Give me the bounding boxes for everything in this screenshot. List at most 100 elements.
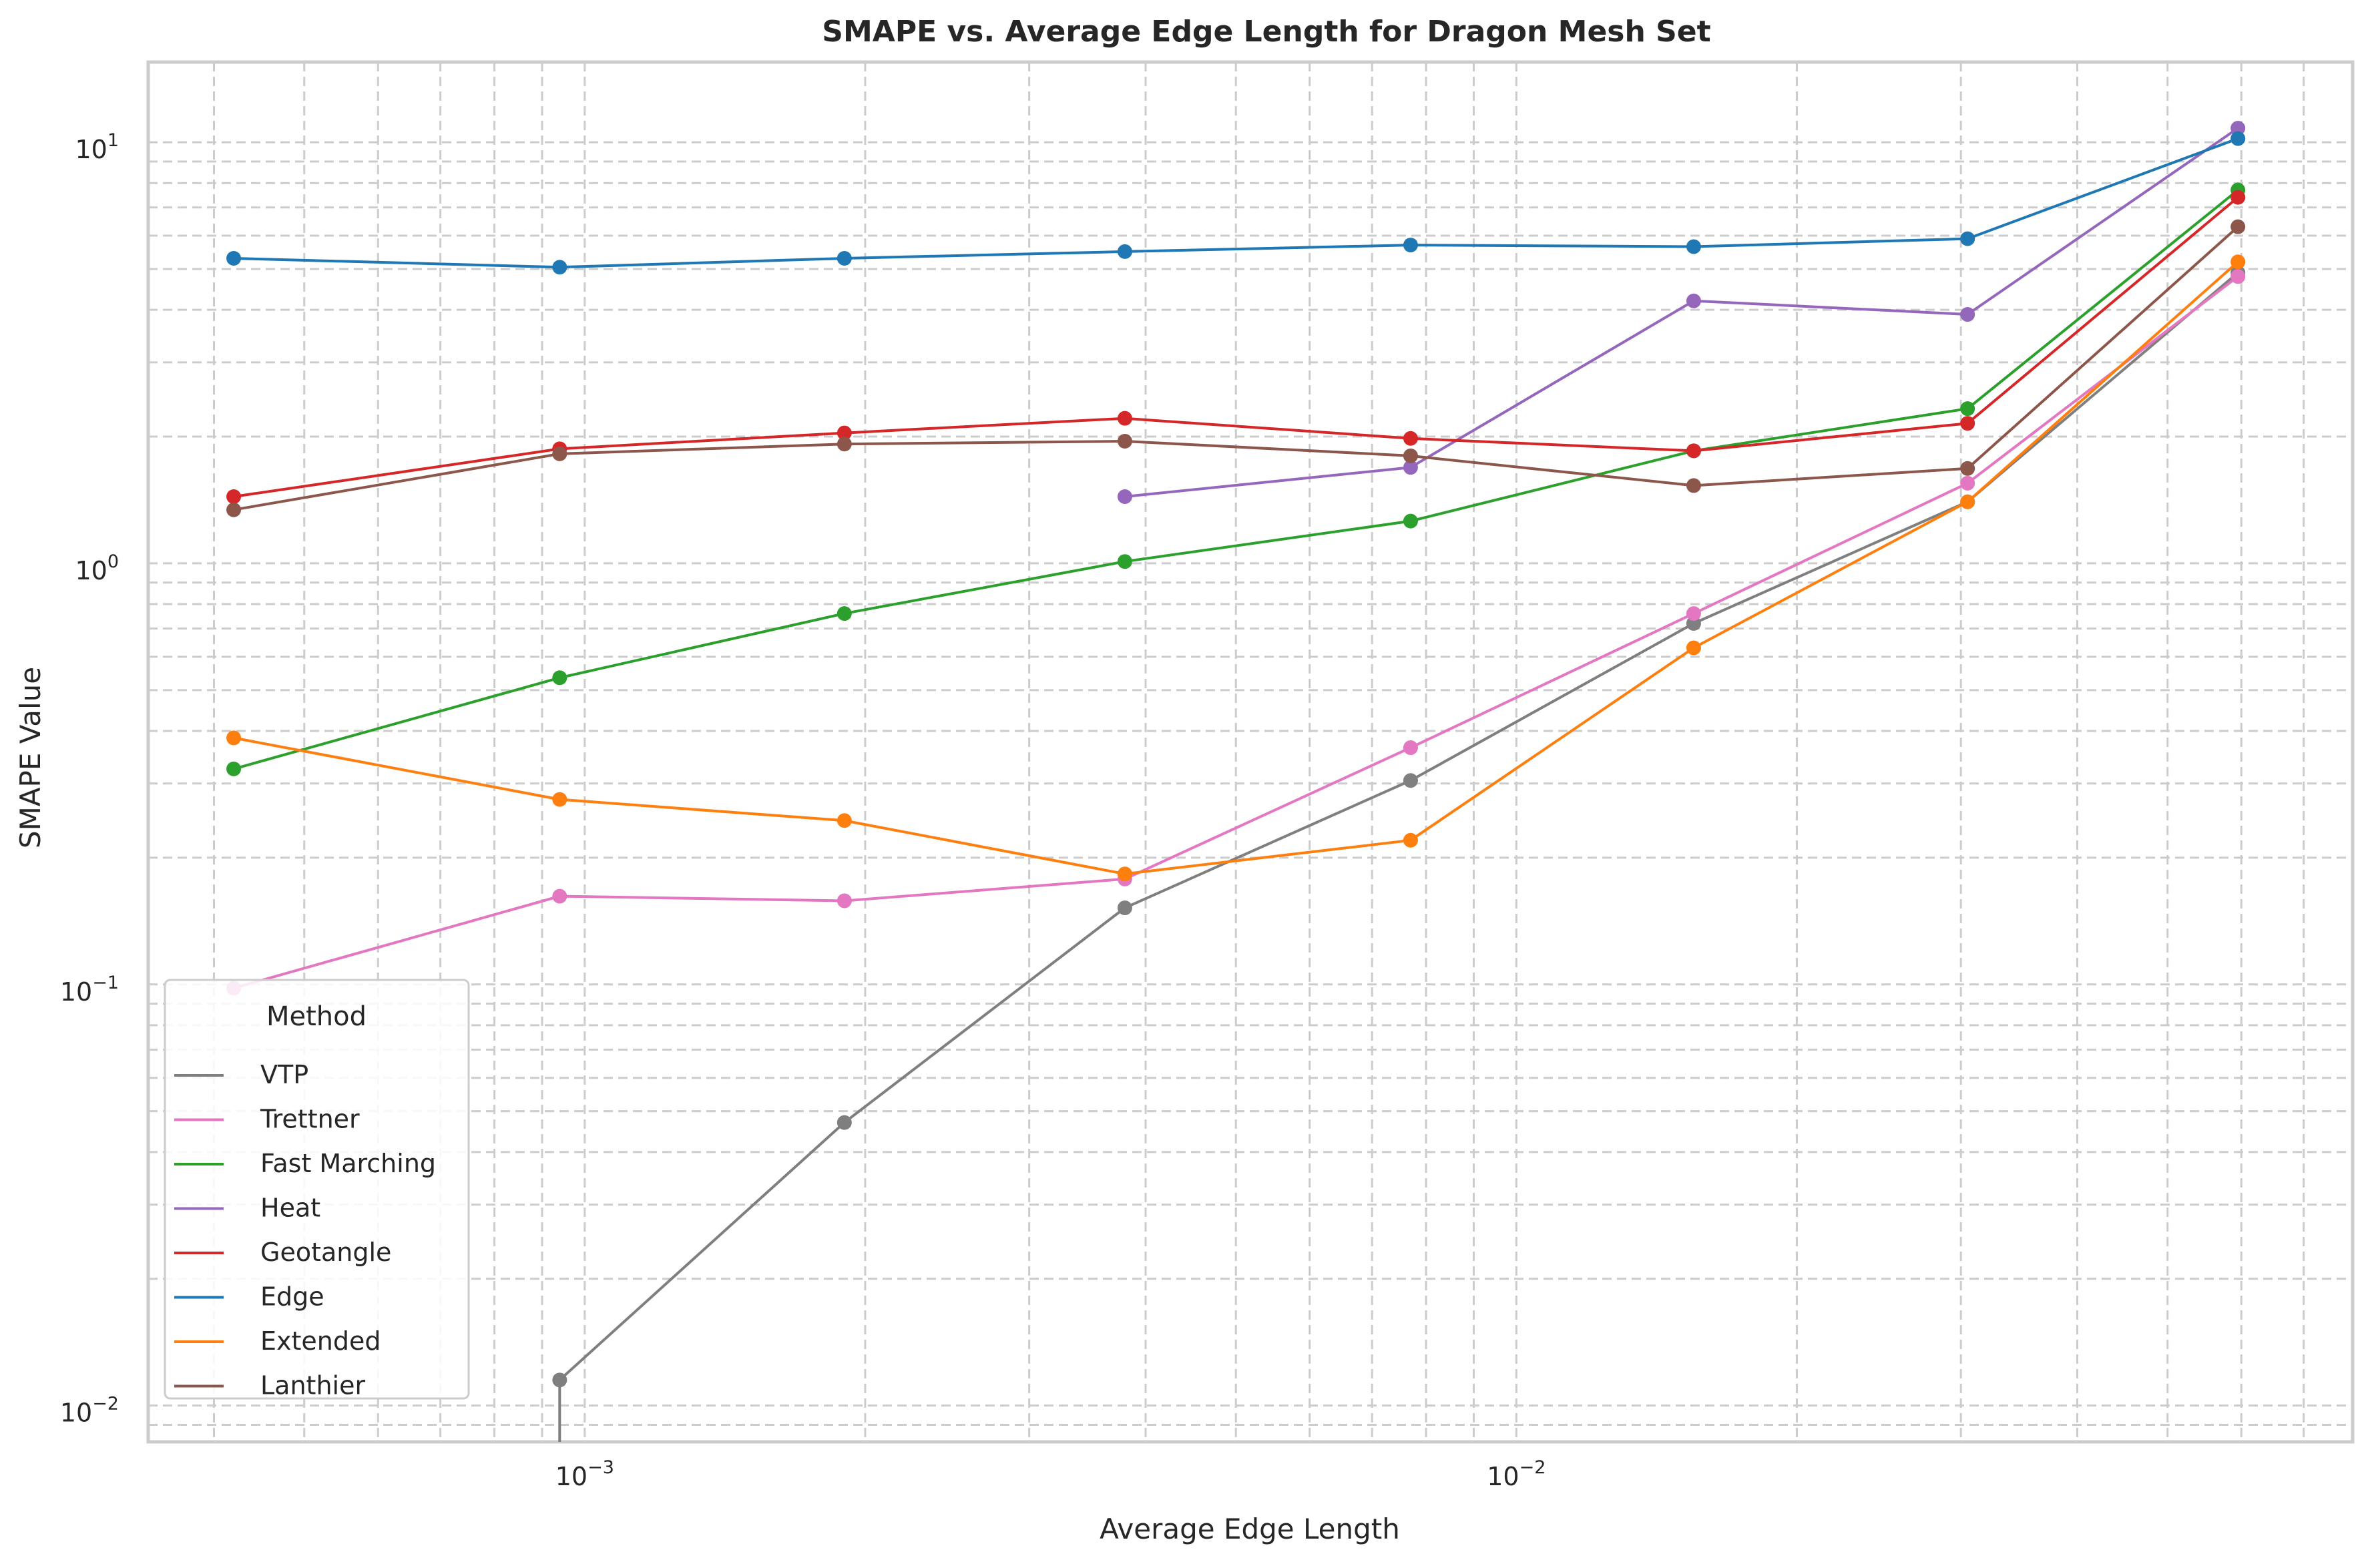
data-point-vtp <box>1403 773 1418 788</box>
data-point-heat <box>1117 489 1132 505</box>
data-point-heat <box>1686 293 1701 308</box>
data-point-extended <box>1117 866 1132 882</box>
data-point-heat <box>2230 120 2246 136</box>
data-point-heat <box>1960 307 1975 322</box>
data-point-edge <box>226 251 242 266</box>
data-point-geotangle <box>837 425 852 441</box>
series-line-extended <box>233 260 2239 876</box>
legend-item-fast-marching: Fast Marching <box>174 1149 436 1178</box>
legend-item-geotangle: Geotangle <box>174 1238 391 1267</box>
legend-item-edge: Edge <box>174 1282 324 1312</box>
data-point-edge <box>837 251 852 266</box>
y-tick-label: 10−2 <box>60 1394 119 1428</box>
series-extended <box>226 254 2246 882</box>
legend-label-lanthier: Lanthier <box>260 1371 365 1400</box>
legend-label-fast-marching: Fast Marching <box>260 1149 436 1178</box>
data-point-edge <box>552 260 567 275</box>
y-tick-label-exponent: −2 <box>92 1394 119 1414</box>
data-point-extended <box>1960 494 1975 509</box>
data-point-lanthier <box>1960 461 1975 476</box>
y-tick-label-base: 10 <box>75 556 107 585</box>
legend-label-edge: Edge <box>260 1282 324 1312</box>
data-point-geotangle <box>1117 411 1132 426</box>
data-point-vtp <box>552 1372 567 1388</box>
series-edge <box>226 131 2246 275</box>
data-point-vtp <box>1117 900 1132 916</box>
legend-item-extended: Extended <box>174 1326 381 1356</box>
legend-label-vtp: VTP <box>260 1060 308 1089</box>
data-point-extended <box>552 792 567 807</box>
data-point-lanthier <box>226 502 242 517</box>
data-point-lanthier <box>1686 478 1701 493</box>
y-tick-label: 101 <box>75 130 119 164</box>
data-point-edge <box>1686 239 1701 254</box>
chart-title: SMAPE vs. Average Edge Length for Dragon… <box>822 15 1710 49</box>
x-axis-label: Average Edge Length <box>1100 1513 1400 1545</box>
series-line-vtp <box>558 271 2239 1442</box>
data-point-trettner <box>2230 269 2246 284</box>
data-point-lanthier <box>552 446 567 461</box>
legend-items: VTP Trettner Fast Marching Heat Geotangle Edg… <box>174 1060 436 1400</box>
x-tick-label-base: 10 <box>555 1462 587 1491</box>
y-tick-label-base: 10 <box>60 1398 92 1428</box>
plot-frame <box>146 60 2355 1444</box>
data-point-trettner <box>552 888 567 904</box>
legend: Method VTP Trettner Fast Marching Heat Geota… <box>164 979 470 1400</box>
series-heat <box>1117 120 2246 505</box>
legend-label-extended: Extended <box>260 1326 381 1356</box>
legend-box <box>164 979 470 1400</box>
y-tick-label-exponent: 0 <box>107 551 119 572</box>
data-point-trettner <box>1960 475 1975 491</box>
legend-item-heat: Heat <box>174 1194 320 1223</box>
data-point-extended <box>226 730 242 746</box>
y-tick-label: 10−1 <box>60 973 119 1007</box>
y-tick-label-exponent: 1 <box>107 130 119 151</box>
data-point-edge <box>1960 231 1975 246</box>
legend-item-lanthier: Lanthier <box>174 1371 365 1400</box>
data-point-vtp <box>837 1115 852 1130</box>
legend-label-geotangle: Geotangle <box>260 1238 391 1267</box>
data-point-edge <box>1117 244 1132 259</box>
data-point-extended <box>1686 640 1701 656</box>
series-lanthier <box>226 219 2246 517</box>
legend-label-trettner: Trettner <box>260 1105 360 1134</box>
series-line-lanthier <box>233 226 2239 511</box>
data-point-trettner <box>1403 740 1418 756</box>
data-point-lanthier <box>1117 433 1132 449</box>
data-point-heat <box>1403 460 1418 475</box>
data-point-fast-marching <box>1960 401 1975 417</box>
y-tick-label-base: 10 <box>60 977 92 1007</box>
data-point-fast-marching <box>226 761 242 776</box>
data-point-fast-marching <box>837 606 852 621</box>
x-tick-label-exponent: −3 <box>587 1457 614 1478</box>
data-point-edge <box>1403 238 1418 253</box>
legend-item-trettner: Trettner <box>174 1105 360 1134</box>
x-tick-label-exponent: −2 <box>1519 1457 1546 1478</box>
series-line-edge <box>234 137 2238 269</box>
data-point-lanthier <box>2230 219 2246 234</box>
legend-title: Method <box>266 1001 367 1032</box>
data-point-extended <box>1403 832 1418 848</box>
data-point-trettner <box>837 893 852 908</box>
x-tick-label: 10−3 <box>555 1457 614 1491</box>
y-axis-label: SMAPE Value <box>14 667 47 848</box>
data-point-geotangle <box>2230 190 2246 205</box>
series-geotangle <box>226 190 2246 505</box>
series-line-geotangle <box>233 196 2239 498</box>
data-point-edge <box>2230 131 2246 146</box>
series-layer <box>226 120 2246 1442</box>
y-tick-label-exponent: −1 <box>92 973 119 993</box>
data-point-trettner <box>1686 606 1701 621</box>
series-line-fast-marching <box>233 189 2239 770</box>
data-point-extended <box>2230 254 2246 270</box>
x-tick-label-base: 10 <box>1487 1462 1519 1491</box>
y-tick-label-base: 10 <box>75 135 107 164</box>
data-point-geotangle <box>1960 416 1975 431</box>
data-point-geotangle <box>1686 443 1701 459</box>
y-tick-label: 100 <box>75 551 119 585</box>
series-line-trettner <box>233 275 2239 990</box>
data-point-extended <box>837 813 852 828</box>
series-fast-marching <box>226 182 2246 776</box>
